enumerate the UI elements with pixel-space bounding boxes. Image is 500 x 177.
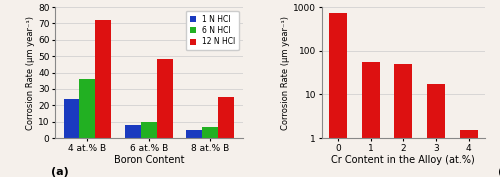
Y-axis label: Corrosion Rate (μm year⁻¹): Corrosion Rate (μm year⁻¹) [26,16,35,130]
Text: (b): (b) [498,167,500,177]
X-axis label: Boron Content: Boron Content [114,155,184,165]
Legend: 1 N HCl, 6 N HCl, 12 N HCl: 1 N HCl, 6 N HCl, 12 N HCl [186,11,239,50]
Bar [125,125,141,138]
Bar [218,97,234,138]
Bar [202,127,218,138]
Bar [394,64,412,177]
Bar [427,84,445,177]
Bar [186,130,202,138]
Bar [64,99,80,138]
Y-axis label: Corrosion Rate (μm year⁻¹): Corrosion Rate (μm year⁻¹) [282,16,290,130]
Bar [329,13,347,177]
Bar [80,79,96,138]
Bar [362,62,380,177]
Bar [141,122,157,138]
X-axis label: Cr Content in the Alloy (at.%): Cr Content in the Alloy (at.%) [332,155,475,165]
Text: (a): (a) [51,167,69,177]
Bar [96,20,112,138]
Bar [460,130,477,177]
Bar [157,59,173,138]
